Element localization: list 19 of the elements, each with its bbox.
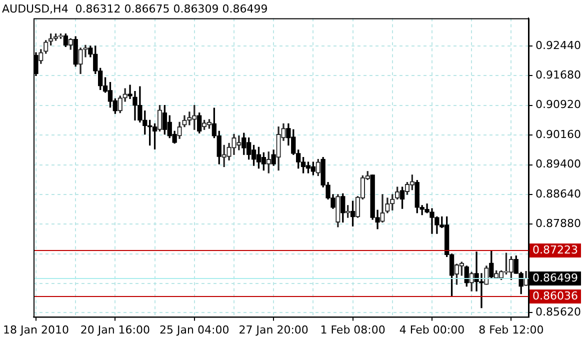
chart-title: AUDUSD,H4 0.86312 0.86675 0.86309 0.86499 (2, 2, 268, 16)
y-tick-label: 0.92440 (536, 38, 582, 52)
x-tick-label: 1 Feb 08:00 (320, 323, 386, 336)
x-tick-label: 4 Feb 00:00 (399, 323, 465, 336)
ref-line-label: 0.86499 (532, 271, 578, 284)
x-tick-label: 18 Jan 2010 (3, 323, 69, 336)
x-tick-label: 8 Feb 12:00 (478, 323, 544, 336)
x-tick-label: 20 Jan 16:00 (80, 323, 150, 336)
y-tick-label: 0.88640 (536, 187, 582, 200)
y-tick-label: 0.85620 (536, 305, 582, 318)
ref-line-label: 0.86036 (532, 289, 578, 302)
ref-line-label: 0.87223 (532, 243, 578, 256)
y-tick-label: 0.89400 (536, 158, 582, 171)
x-tick-label: 25 Jan 04:00 (160, 323, 230, 336)
x-tick-label: 27 Jan 20:00 (238, 323, 308, 336)
y-tick-label: 0.87880 (536, 217, 582, 230)
y-tick-label: 0.91680 (536, 68, 582, 82)
y-tick-label: 0.90160 (536, 128, 582, 141)
y-tick-label: 0.90920 (536, 98, 582, 112)
